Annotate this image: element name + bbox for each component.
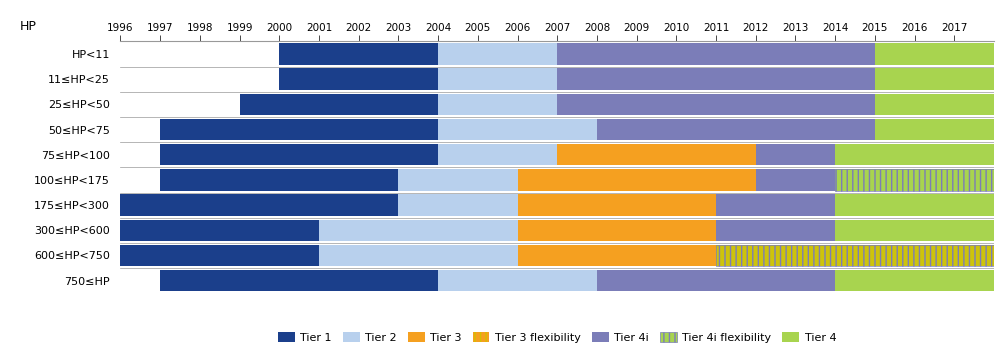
Text: HP: HP — [20, 20, 37, 32]
Bar — [874, 93, 993, 115]
Bar — [160, 270, 437, 292]
Bar — [279, 43, 437, 65]
Bar — [834, 169, 993, 191]
Bar — [715, 245, 993, 266]
Bar — [517, 194, 715, 216]
Bar — [120, 194, 398, 216]
Bar — [319, 219, 517, 241]
Bar — [834, 194, 993, 216]
Bar — [319, 245, 517, 266]
Bar — [437, 119, 597, 140]
Bar — [160, 169, 398, 191]
Bar — [715, 245, 993, 266]
Bar — [398, 194, 517, 216]
Bar — [834, 169, 993, 191]
Bar — [715, 194, 834, 216]
Bar — [517, 245, 715, 266]
Bar — [755, 169, 834, 191]
Bar — [597, 119, 874, 140]
Bar — [279, 68, 437, 90]
Bar — [437, 270, 597, 292]
Bar — [715, 219, 834, 241]
Bar — [557, 68, 874, 90]
Bar — [120, 219, 319, 241]
Bar — [874, 68, 993, 90]
Bar — [437, 144, 557, 166]
Bar — [517, 169, 755, 191]
Bar — [557, 93, 874, 115]
Bar — [874, 119, 993, 140]
Bar — [597, 270, 834, 292]
Bar — [715, 245, 993, 266]
Bar — [437, 43, 557, 65]
Bar — [557, 144, 755, 166]
Bar — [517, 219, 715, 241]
Legend: Tier 1, Tier 2, Tier 3, Tier 3 flexibility, Tier 4i, Tier 4i flexibility, Tier 4: Tier 1, Tier 2, Tier 3, Tier 3 flexibili… — [278, 332, 835, 343]
Bar — [240, 93, 437, 115]
Bar — [437, 68, 557, 90]
Bar — [557, 43, 874, 65]
Bar — [834, 270, 993, 292]
Bar — [715, 245, 993, 266]
Bar — [120, 245, 319, 266]
Bar — [160, 119, 437, 140]
Bar — [755, 144, 834, 166]
Bar — [834, 144, 993, 166]
Bar — [160, 144, 437, 166]
Bar — [437, 93, 557, 115]
Bar — [398, 169, 517, 191]
Bar — [874, 43, 993, 65]
Bar — [834, 219, 993, 241]
